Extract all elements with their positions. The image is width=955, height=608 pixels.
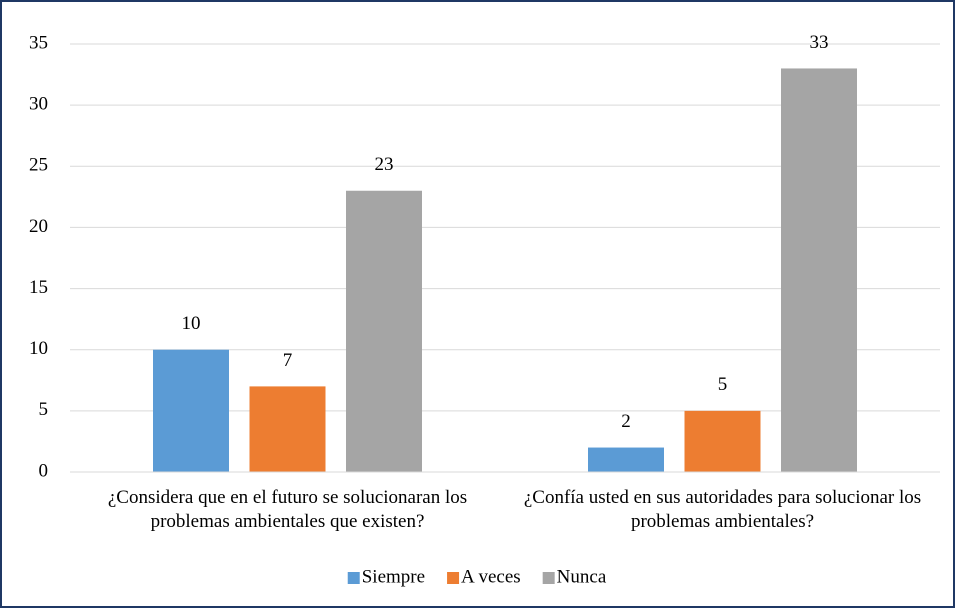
legend-label: Nunca <box>557 566 607 587</box>
y-tick-label: 5 <box>39 399 49 420</box>
data-label: 2 <box>621 411 631 432</box>
bar <box>588 447 664 472</box>
bar <box>684 410 761 472</box>
data-label: 23 <box>375 154 394 175</box>
bar <box>781 68 857 472</box>
bar <box>153 349 229 472</box>
legend-label: A veces <box>461 566 521 587</box>
bar <box>249 386 326 472</box>
x-tick-label: ¿Considera que en el futuro se soluciona… <box>107 487 468 532</box>
data-label: 5 <box>718 374 728 395</box>
y-tick-label: 0 <box>39 460 49 481</box>
y-tick-label: 30 <box>29 94 48 115</box>
y-tick-label: 20 <box>29 216 48 237</box>
y-tick-label: 25 <box>29 155 48 176</box>
data-label: 33 <box>810 32 829 53</box>
y-tick-label: 10 <box>29 338 48 359</box>
legend-label: Siempre <box>362 566 425 587</box>
data-label: 7 <box>283 350 293 371</box>
legend-swatch <box>447 572 460 584</box>
legend-swatch <box>542 572 555 584</box>
data-label: 10 <box>182 313 201 334</box>
y-tick-label: 35 <box>29 32 48 53</box>
bar <box>346 190 422 472</box>
legend-swatch <box>347 572 360 584</box>
y-tick-label: 15 <box>29 277 48 298</box>
x-tick-label: ¿Confía usted en sus autoridades para so… <box>523 487 922 532</box>
